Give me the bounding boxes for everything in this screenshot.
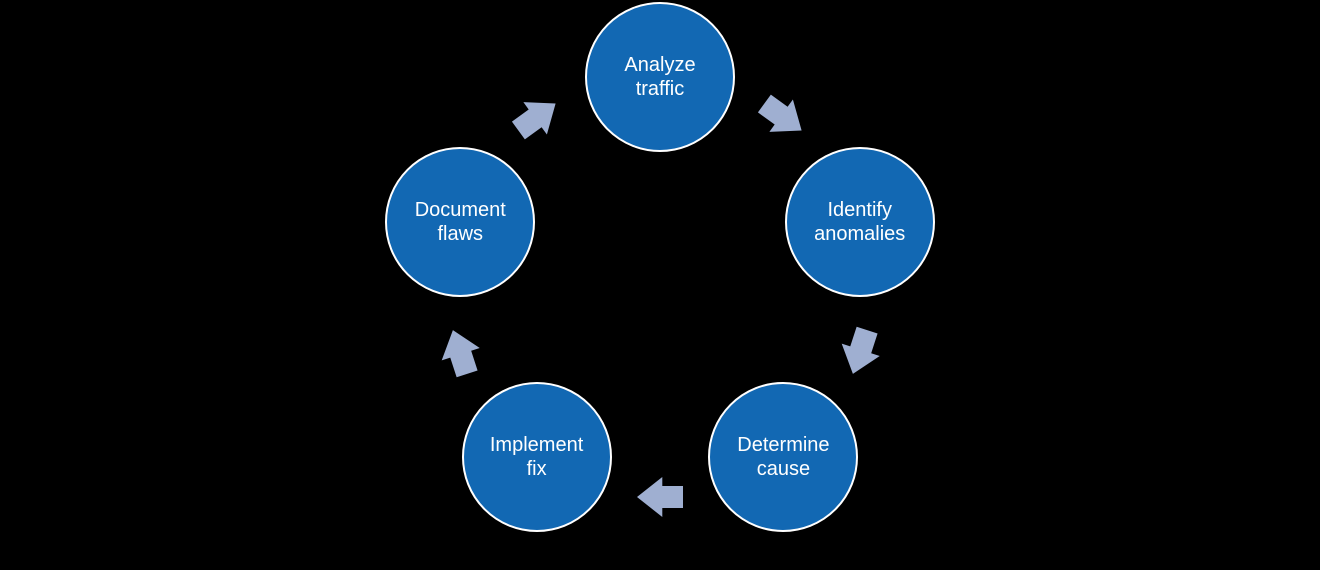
cycle-node-identify-anomalies: Identify anomalies <box>785 147 935 297</box>
cycle-arrow-4 <box>434 324 486 380</box>
cycle-arrow-5 <box>506 87 567 146</box>
cycle-node-implement-fix: Implement fix <box>462 382 612 532</box>
cycle-node-label: Determine cause <box>737 433 829 481</box>
cycle-node-label: Implement fix <box>490 433 583 481</box>
cycle-arrow-2 <box>834 324 886 380</box>
cycle-arrow-3 <box>637 477 683 517</box>
cycle-node-document-flaws: Document flaws <box>385 147 535 297</box>
cycle-node-determine-cause: Determine cause <box>708 382 858 532</box>
cycle-node-label: Identify anomalies <box>814 198 905 246</box>
cycle-node-label: Analyze traffic <box>624 53 695 101</box>
cycle-node-analyze-traffic: Analyze traffic <box>585 2 735 152</box>
cycle-diagram: Analyze traffic Identify anomalies Determi… <box>0 0 1320 570</box>
cycle-node-label: Document flaws <box>415 198 506 246</box>
cycle-arrow-1 <box>753 87 814 146</box>
